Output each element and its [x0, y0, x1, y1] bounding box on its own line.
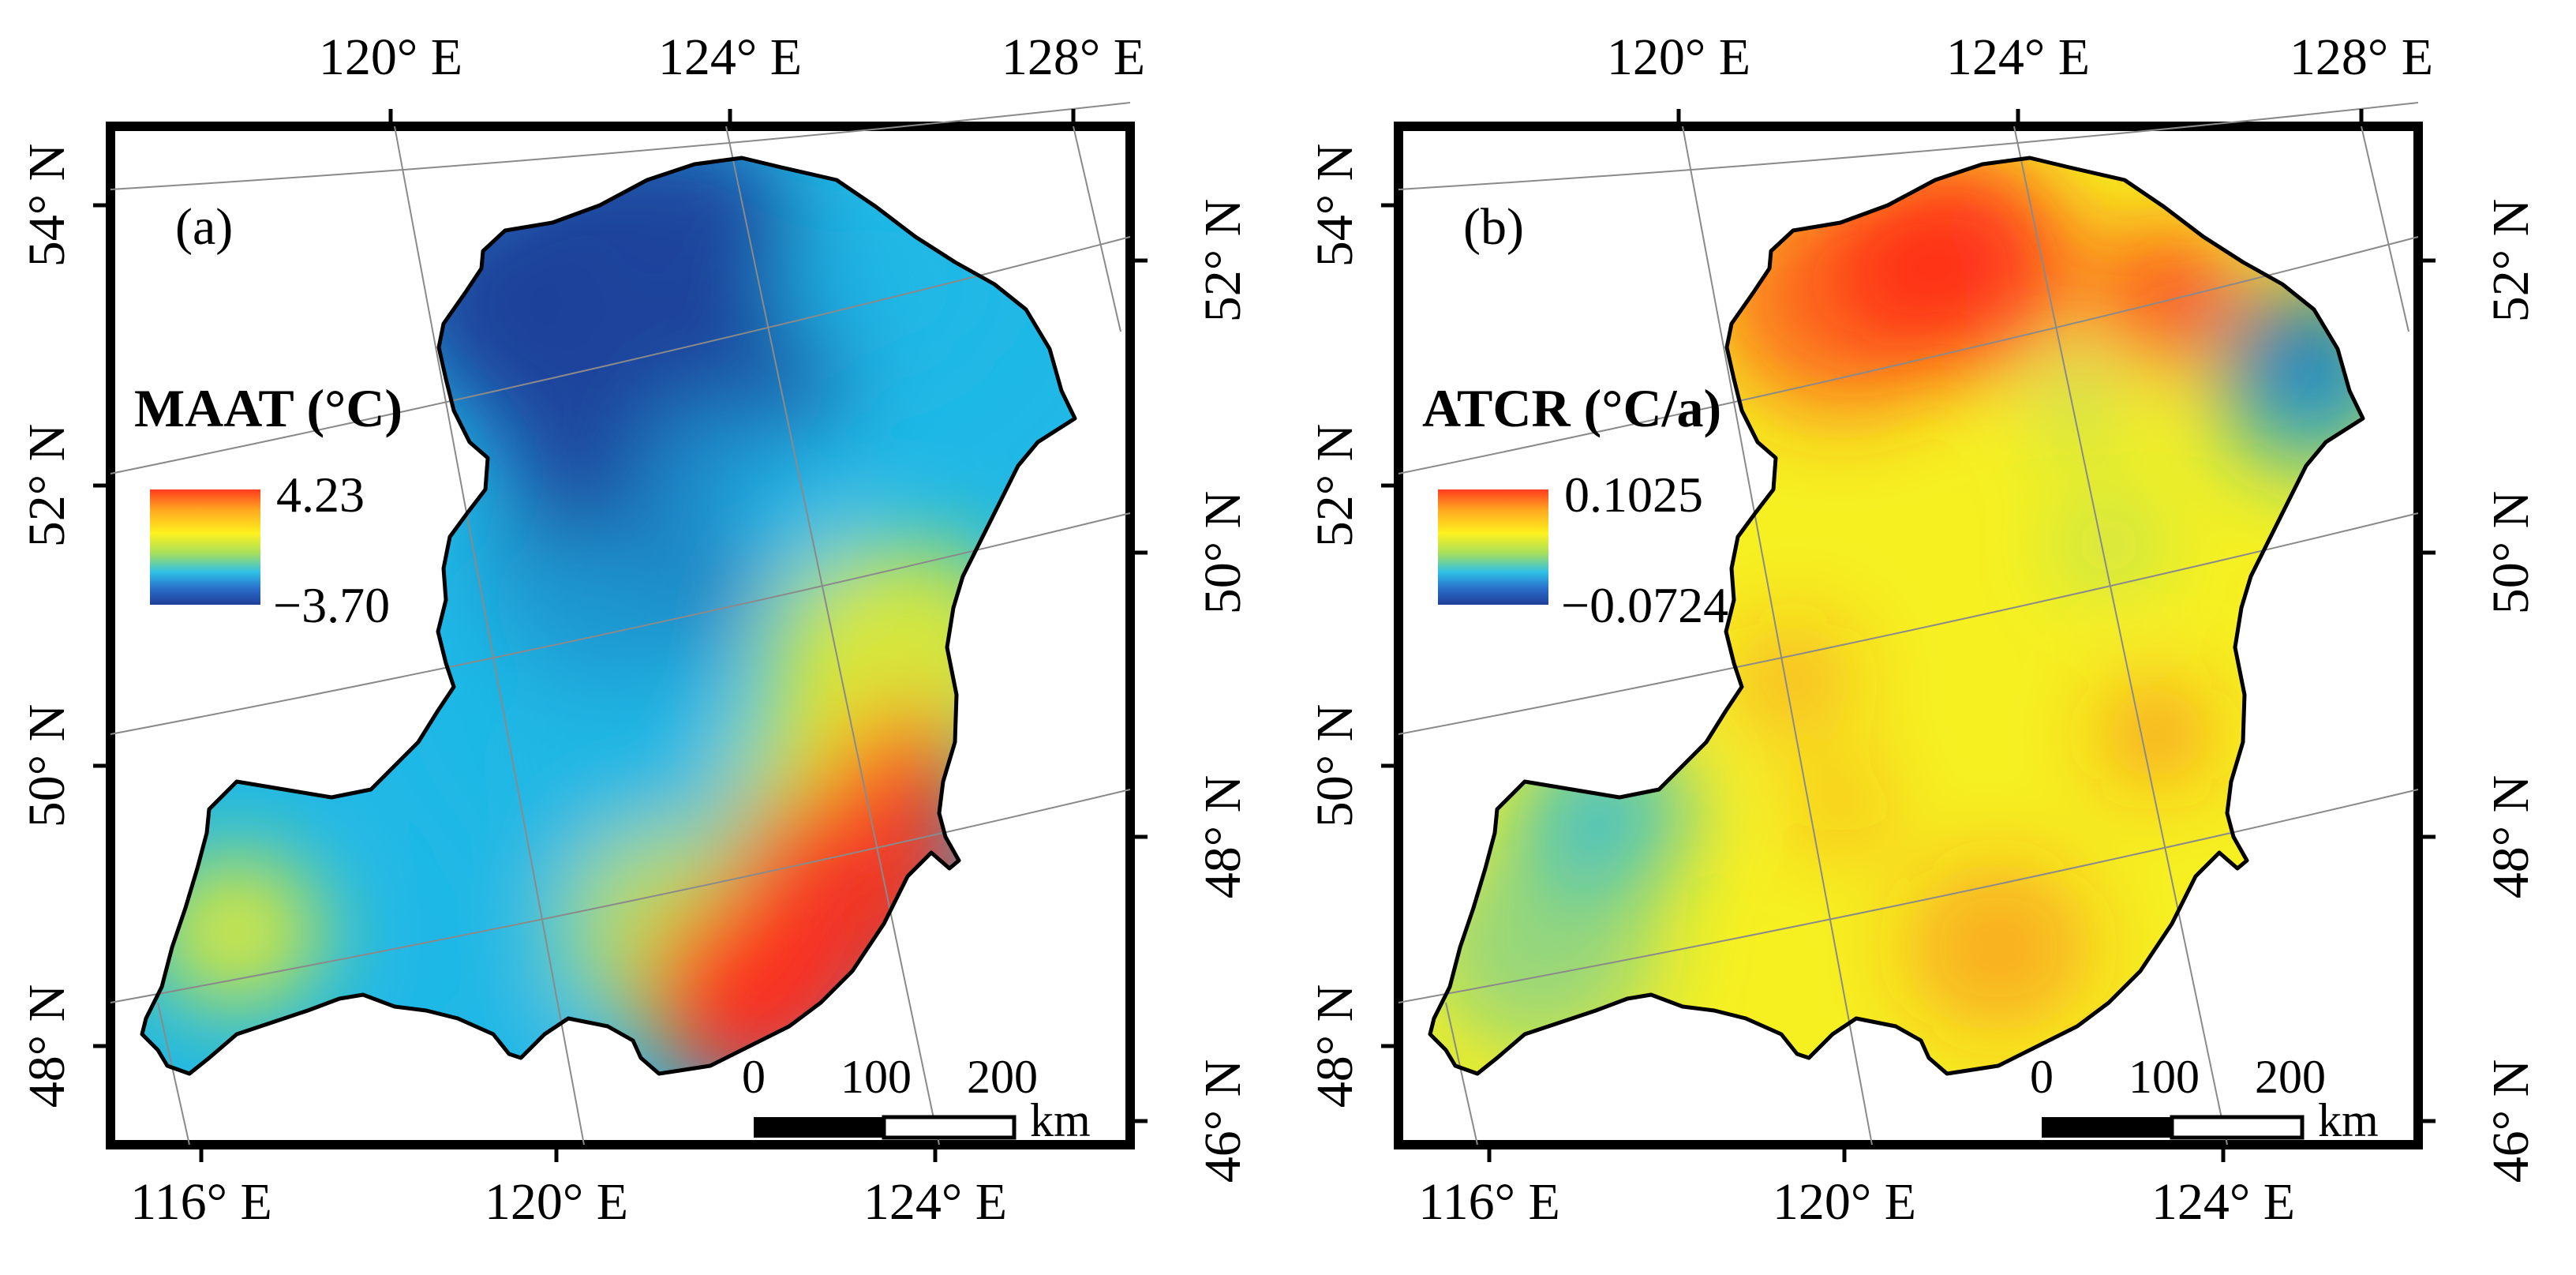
left-lat-label: 50° N	[1306, 703, 1364, 828]
panel-a: (a) MAAT (°C) 4.23 −3.70 120° E 124° E 128° E 1…	[18, 28, 1252, 1231]
left-lat-label: 52° N	[1306, 423, 1364, 548]
right-lat-label: 48° N	[1194, 774, 1252, 899]
left-lat-label: 54° N	[1306, 143, 1364, 268]
right-lat-label: 46° N	[2482, 1059, 2540, 1183]
right-lat-label: 48° N	[2482, 774, 2540, 899]
region-boundary	[1428, 156, 2365, 1076]
right-lat-label: 52° N	[2482, 198, 2540, 323]
scale-tick-label: 0	[742, 1051, 766, 1103]
graticule	[110, 102, 1131, 1146]
bottom-lon-label: 116° E	[1418, 1173, 1560, 1231]
axis-ticks	[1381, 109, 2436, 1162]
scale-tick-label: 0	[2030, 1051, 2054, 1103]
scale-tick-label: 100	[841, 1051, 912, 1103]
scale-tick-label: 200	[2255, 1051, 2326, 1103]
left-lat-label: 54° N	[18, 143, 76, 268]
scale-bar	[754, 1115, 1017, 1140]
bottom-lon-label: 116° E	[130, 1173, 272, 1231]
top-lon-label: 120° E	[318, 28, 463, 86]
scale-unit: km	[1030, 1094, 1091, 1146]
top-lon-label: 128° E	[1001, 28, 1146, 86]
scale-tick-label: 200	[967, 1051, 1038, 1103]
map-canvas	[93, 102, 1148, 1162]
panel-label: (b)	[1463, 198, 1524, 256]
map-canvas	[1381, 102, 2436, 1162]
legend-max-value: 0.1025	[1564, 467, 1703, 523]
panel-label: (a)	[175, 198, 234, 256]
top-lon-label: 124° E	[657, 28, 803, 86]
left-lat-label: 52° N	[18, 423, 76, 548]
top-lon-label: 128° E	[2289, 28, 2434, 86]
right-lat-label: 50° N	[1194, 490, 1252, 615]
legend-title: MAAT (°C)	[134, 378, 403, 438]
right-lat-label: 50° N	[2482, 490, 2540, 615]
bottom-lon-label: 120° E	[484, 1173, 629, 1231]
panel-b: (b) ATCR (°C/a) 0.1025 −0.0724 120° E 124° E 1…	[1288, 0, 2576, 1275]
top-lon-label: 124° E	[1945, 28, 2091, 86]
legend-title: ATCR (°C/a)	[1422, 378, 1722, 438]
legend-min-value: −0.0724	[1561, 577, 1729, 633]
scale-tick-label: 100	[2129, 1051, 2200, 1103]
scale-unit: km	[2318, 1094, 2379, 1146]
legend-color-ramp	[150, 489, 260, 605]
graticule	[1398, 102, 2419, 1146]
legend-min-value: −3.70	[273, 577, 391, 633]
right-lat-label: 52° N	[1194, 198, 1252, 323]
legend-color-ramp	[1438, 489, 1548, 605]
right-lat-label: 46° N	[1194, 1059, 1252, 1183]
left-lat-label: 50° N	[18, 703, 76, 828]
legend-max-value: 4.23	[276, 467, 365, 523]
region-boundary	[140, 156, 1077, 1076]
axis-ticks	[93, 109, 1148, 1162]
top-lon-label: 120° E	[1606, 28, 1751, 86]
bottom-lon-label: 124° E	[863, 1173, 1008, 1231]
left-lat-label: 48° N	[18, 984, 76, 1108]
bottom-lon-label: 120° E	[1772, 1173, 1917, 1231]
scale-bar	[2042, 1115, 2305, 1140]
bottom-lon-label: 124° E	[2151, 1173, 2296, 1231]
left-lat-label: 48° N	[1306, 984, 1364, 1108]
